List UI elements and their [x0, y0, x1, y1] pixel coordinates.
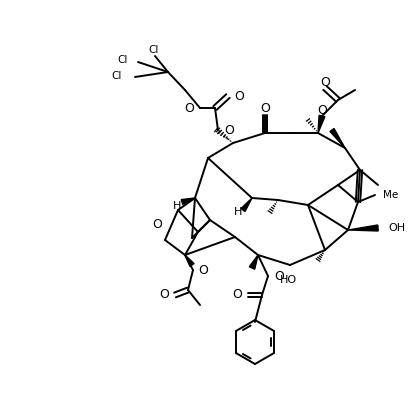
Text: O: O — [320, 75, 330, 88]
Text: O: O — [159, 288, 169, 301]
Text: O: O — [198, 263, 208, 277]
Text: H: H — [173, 201, 181, 211]
Text: O: O — [234, 90, 244, 103]
Polygon shape — [241, 198, 252, 211]
Text: HO: HO — [279, 275, 297, 285]
Text: O: O — [317, 103, 327, 116]
Text: H: H — [234, 207, 242, 217]
Text: O: O — [274, 270, 284, 283]
Text: O: O — [184, 101, 194, 114]
Text: O: O — [232, 288, 242, 301]
Text: Cl: Cl — [149, 45, 159, 55]
Polygon shape — [330, 129, 345, 148]
Text: Me: Me — [383, 190, 398, 200]
Polygon shape — [249, 255, 258, 269]
Text: O: O — [260, 103, 270, 116]
Text: Cl: Cl — [117, 55, 128, 65]
Polygon shape — [318, 115, 325, 133]
Polygon shape — [185, 255, 194, 266]
Text: Cl: Cl — [112, 71, 122, 81]
Text: O: O — [152, 219, 162, 231]
Polygon shape — [181, 198, 195, 204]
Text: OH: OH — [388, 223, 405, 233]
Text: O: O — [224, 123, 234, 136]
Polygon shape — [348, 225, 378, 231]
